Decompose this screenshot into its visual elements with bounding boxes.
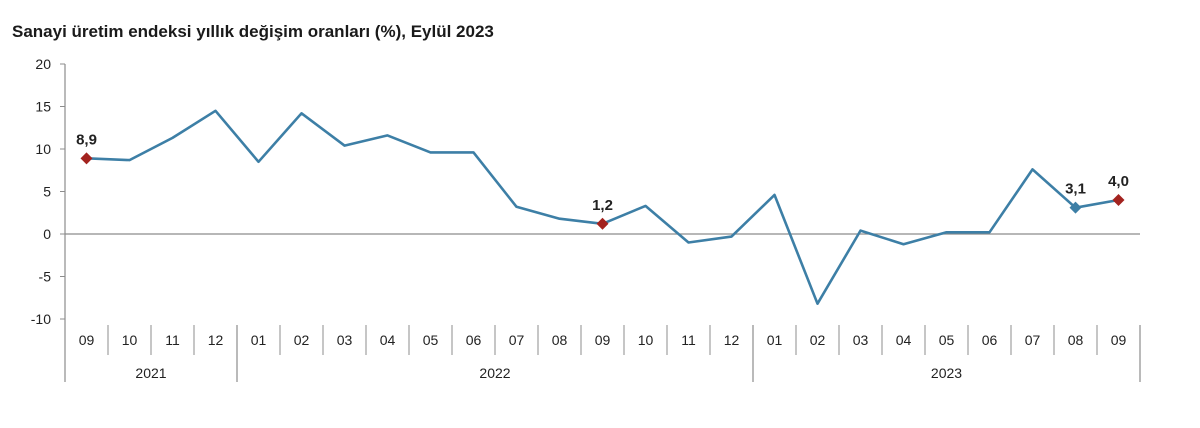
highlight-marker (1112, 194, 1125, 206)
x-tick-label: 09 (595, 332, 611, 348)
y-tick-label: -10 (31, 311, 51, 327)
y-tick-label: 5 (43, 184, 51, 200)
x-tick-label: 01 (767, 332, 783, 348)
chart-title: Sanayi üretim endeksi yıllık değişim ora… (12, 22, 494, 41)
data-label: 4,0 (1108, 173, 1129, 190)
year-label: 2023 (931, 365, 962, 381)
highlight-marker (80, 152, 93, 165)
y-tick-label: 15 (35, 99, 51, 115)
x-tick-label: 08 (1068, 332, 1084, 348)
x-tick-label: 12 (208, 332, 224, 348)
x-tick-label: 10 (638, 332, 654, 348)
x-tick-label: 06 (982, 332, 998, 348)
x-tick-label: 11 (681, 332, 696, 348)
x-tick-label: 04 (380, 332, 396, 348)
x-tick-label: 07 (1025, 332, 1041, 348)
x-tick-label: 07 (509, 332, 525, 348)
x-tick-label: 10 (122, 332, 138, 348)
chart-axes (60, 63, 1141, 382)
x-tick-label: 06 (466, 332, 482, 348)
data-label: 8,9 (76, 131, 97, 148)
highlight-marker (1069, 201, 1082, 214)
x-tick-label: 02 (810, 332, 826, 348)
y-tick-label: 20 (35, 56, 51, 72)
x-tick-label: 05 (939, 332, 955, 348)
x-tick-label: 01 (251, 332, 267, 348)
year-label: 2022 (479, 365, 510, 381)
x-tick-label: 09 (1111, 332, 1127, 348)
x-tick-label: 04 (896, 332, 912, 348)
y-tick-labels: 20 15 10 5 0 -5 -10 (31, 56, 51, 327)
x-tick-label: 09 (79, 332, 95, 348)
year-label: 2021 (135, 365, 166, 381)
x-tick-label: 05 (423, 332, 439, 348)
x-tick-label: 03 (337, 332, 353, 348)
x-tick-label: 02 (294, 332, 310, 348)
y-tick-label: 0 (43, 226, 51, 242)
x-tick-labels: 09 10 11 12 01 02 03 04 05 06 07 08 09 10 11 12 01 02 03 04… (79, 332, 1127, 381)
highlight-marker (596, 217, 609, 230)
y-tick-label: -5 (39, 269, 52, 285)
y-tick-label: 10 (35, 141, 51, 157)
data-label: 1,2 (592, 197, 613, 214)
x-tick-label: 11 (165, 332, 180, 348)
x-tick-label: 08 (552, 332, 568, 348)
x-tick-label: 12 (724, 332, 740, 348)
data-label: 3,1 (1065, 181, 1086, 198)
x-tick-label: 03 (853, 332, 869, 348)
marker-layer: 8,9 1,2 3,1 4,0 (76, 131, 1129, 230)
